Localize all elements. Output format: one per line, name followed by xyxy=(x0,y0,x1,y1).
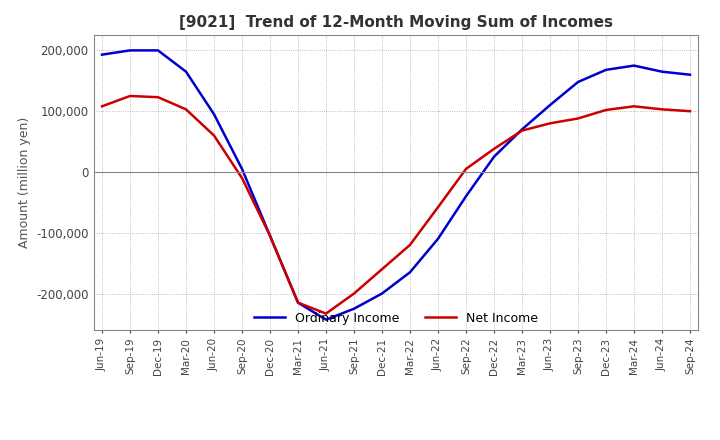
Ordinary Income xyxy=(350,306,359,312)
Ordinary Income xyxy=(181,69,190,74)
Net Income xyxy=(378,267,387,272)
Legend: Ordinary Income, Net Income: Ordinary Income, Net Income xyxy=(249,307,543,330)
Ordinary Income xyxy=(657,69,666,74)
Net Income xyxy=(322,311,330,316)
Net Income xyxy=(181,107,190,112)
Ordinary Income xyxy=(210,112,218,117)
Y-axis label: Amount (million yen): Amount (million yen) xyxy=(18,117,31,248)
Ordinary Income xyxy=(238,166,246,172)
Net Income xyxy=(210,133,218,138)
Ordinary Income xyxy=(630,63,639,68)
Net Income xyxy=(98,104,107,109)
Ordinary Income xyxy=(433,236,442,242)
Net Income xyxy=(294,300,302,305)
Net Income xyxy=(685,109,694,114)
Net Income xyxy=(574,116,582,121)
Net Income xyxy=(350,291,359,296)
Net Income xyxy=(126,93,135,99)
Ordinary Income xyxy=(126,48,135,53)
Net Income xyxy=(518,128,526,133)
Net Income xyxy=(490,146,498,151)
Net Income xyxy=(405,242,414,248)
Net Income xyxy=(630,104,639,109)
Ordinary Income xyxy=(378,291,387,296)
Ordinary Income xyxy=(98,52,107,57)
Ordinary Income xyxy=(405,270,414,275)
Net Income xyxy=(266,233,274,238)
Ordinary Income xyxy=(574,79,582,84)
Line: Ordinary Income: Ordinary Income xyxy=(102,51,690,320)
Ordinary Income xyxy=(546,103,554,108)
Net Income xyxy=(602,107,611,113)
Ordinary Income xyxy=(685,72,694,77)
Line: Net Income: Net Income xyxy=(102,96,690,314)
Net Income xyxy=(657,107,666,112)
Net Income xyxy=(462,166,470,172)
Net Income xyxy=(546,121,554,126)
Ordinary Income xyxy=(602,67,611,73)
Net Income xyxy=(238,176,246,181)
Title: [9021]  Trend of 12-Month Moving Sum of Incomes: [9021] Trend of 12-Month Moving Sum of I… xyxy=(179,15,613,30)
Net Income xyxy=(433,205,442,210)
Ordinary Income xyxy=(490,154,498,159)
Ordinary Income xyxy=(518,127,526,132)
Ordinary Income xyxy=(266,233,274,238)
Ordinary Income xyxy=(153,48,162,53)
Ordinary Income xyxy=(462,194,470,199)
Net Income xyxy=(153,95,162,100)
Ordinary Income xyxy=(294,300,302,305)
Ordinary Income xyxy=(322,317,330,323)
